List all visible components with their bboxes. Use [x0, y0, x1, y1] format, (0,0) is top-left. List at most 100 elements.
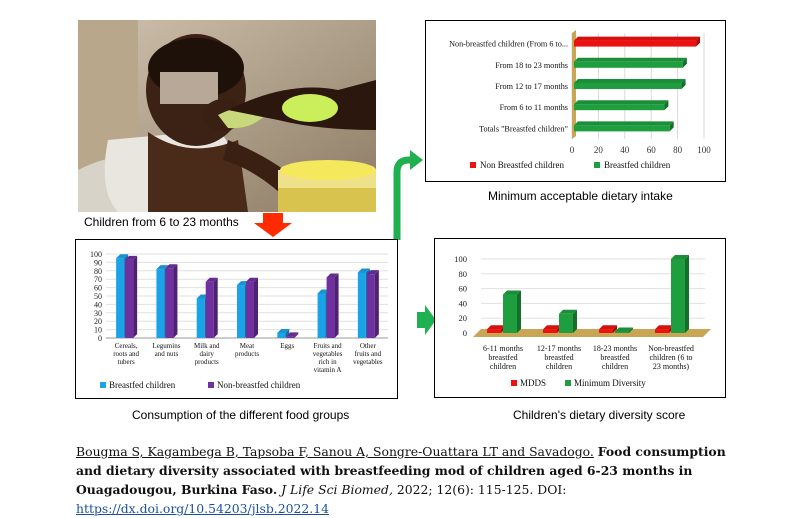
bar-mdds — [599, 329, 613, 333]
green-right-arrow — [417, 305, 436, 335]
legend-swatch-minimum-diversity — [565, 380, 571, 386]
caption-dietary-diversity: Children's dietary diversity score — [513, 408, 686, 422]
minimum-dietary-intake-panel: 0 20 40 60 80 100 Non-breastfed children (From… — [425, 20, 726, 182]
bar-non-breastfed — [246, 281, 254, 338]
bar-non-breastfed-side — [294, 332, 299, 338]
bar-non-breastfed-side — [133, 255, 138, 338]
x-tick-label: 20 — [594, 145, 604, 155]
legend-swatch-breastfed — [594, 162, 600, 168]
bar-breastfed-top — [317, 289, 330, 294]
y-tick-label: 60 — [459, 284, 468, 294]
category-label: Meat products — [235, 342, 259, 358]
y-tick-label: 100 — [454, 254, 467, 264]
minimum-dietary-intake-chart: 0 20 40 60 80 100 Non-breastfed children (From… — [449, 30, 711, 170]
x-tick-label: 100 — [697, 145, 711, 155]
bar-non-breastfed-top — [286, 332, 299, 337]
bar-minimum-diversity-top — [559, 309, 577, 314]
bar-breastfed — [156, 269, 165, 338]
x-tick-label: 80 — [673, 145, 683, 155]
bar-mdds — [543, 329, 557, 333]
bar-breastfed-top — [156, 265, 169, 270]
bar-breastfed — [277, 332, 286, 338]
dietary-diversity-chart: 0 20 40 60 80 100 6-11 months breastfed children… — [454, 254, 711, 388]
legend-label-mdds: MDDS — [520, 378, 546, 388]
bar-breastfed — [574, 104, 665, 111]
category-label: Non-breastfed children (From 6 to... — [449, 40, 568, 49]
category-label: From 6 to 11 months — [500, 103, 568, 112]
bar-breastfed-top — [357, 268, 370, 273]
x-tick-label: 40 — [620, 145, 630, 155]
bar-breastfed — [317, 293, 326, 338]
bar-non-breastfed-top — [574, 36, 701, 41]
bar-breastfed-side — [664, 100, 669, 111]
caption-food-groups: Consumption of the different food groups — [132, 408, 350, 422]
bar-minimum-diversity-top — [671, 255, 689, 259]
child-photo — [78, 20, 376, 212]
bar-breastfed — [237, 285, 245, 338]
bar-mdds-top — [543, 325, 561, 330]
bar-non-breastfed — [205, 281, 214, 338]
bar-non-breastfed-side — [254, 277, 258, 338]
citation-authors: Bougma S, Kagambega B, Tapsoba F, Sanou … — [76, 444, 594, 459]
category-label: 18-23 months breastfed children — [593, 344, 637, 371]
bar-non-breastfed-top — [205, 277, 218, 282]
bar-mdds-top — [655, 325, 673, 330]
bar-minimum-diversity-top — [503, 290, 521, 295]
bar-non-breastfed-side — [334, 273, 339, 338]
category-label: 6-11 months breastfed children — [483, 344, 523, 371]
legend-label-minimum-diversity: Minimum Diversity — [574, 378, 646, 388]
bar-non-breastfed-side — [173, 264, 178, 338]
citation-title: Food consumption and dietary diversity a… — [76, 444, 726, 497]
bar-breastfed-top — [574, 57, 687, 62]
bar-non-breastfed — [125, 259, 134, 338]
bar-non-breastfed-side — [696, 36, 701, 47]
bar-minimum-diversity-side — [573, 309, 577, 333]
bar-non-breastfed — [286, 336, 295, 338]
bar-breastfed-top — [574, 121, 674, 126]
y-tick-label: 40 — [94, 300, 102, 309]
chart-floor — [473, 329, 711, 337]
y-tick-label: 0 — [98, 334, 102, 343]
legend-label-breastfed: Breastfed children — [604, 160, 671, 170]
doi-link[interactable]: https://dx.doi.org/10.54203/jlsb.2022.14 — [76, 501, 329, 516]
bar-breastfed-side — [285, 328, 290, 338]
bar-breastfed-top — [574, 79, 686, 83]
green-up-arrow — [393, 156, 412, 240]
category-label: Eggs — [280, 342, 294, 350]
bar-mdds-top — [599, 325, 617, 330]
bar-non-breastfed — [574, 40, 697, 47]
bar-breastfed — [574, 61, 683, 68]
y-tick-label: 20 — [94, 317, 102, 326]
bar-minimum-diversity-top — [615, 327, 633, 332]
bar-breastfed — [357, 272, 366, 338]
red-down-arrow — [254, 213, 292, 237]
bar-minimum-diversity-side — [685, 255, 689, 333]
bar-mdds-side — [613, 325, 617, 333]
bar-non-breastfed-top — [165, 264, 178, 269]
bar-minimum-diversity — [559, 313, 573, 333]
y-tick-label: 20 — [459, 313, 468, 323]
bar-non-breastfed — [326, 277, 335, 338]
bar-breastfed — [574, 83, 682, 89]
arrows — [254, 150, 436, 335]
legend-swatch-non-breastfed — [208, 382, 214, 388]
bar-non-breastfed-side — [374, 270, 379, 338]
bar-breastfed — [116, 258, 125, 338]
y-tick-label: 0 — [463, 328, 467, 338]
bar-breastfed-top — [116, 254, 129, 259]
legend-swatch-mdds — [511, 380, 517, 386]
legend-label-breastfed: Breastfed children — [109, 380, 176, 390]
category-label: Fruits and vegetables rich in vitamin A — [313, 342, 343, 374]
category-label: Non-breastfed children (6 to 23 months) — [648, 344, 694, 371]
bar-breastfed-side — [682, 57, 687, 68]
y-tick-label: 50 — [94, 292, 102, 301]
y-tick-label: 90 — [94, 258, 102, 267]
y-tick-label: 80 — [459, 269, 468, 279]
bar-breastfed — [196, 298, 205, 338]
x-tick-label: 0 — [570, 145, 575, 155]
x-tick-label: 60 — [647, 145, 657, 155]
y-tick-label: 30 — [94, 309, 102, 318]
bar-breastfed-side — [669, 121, 674, 132]
y-tick-label: 80 — [94, 267, 102, 276]
category-label: Cereals, roots and tubers — [113, 342, 139, 366]
